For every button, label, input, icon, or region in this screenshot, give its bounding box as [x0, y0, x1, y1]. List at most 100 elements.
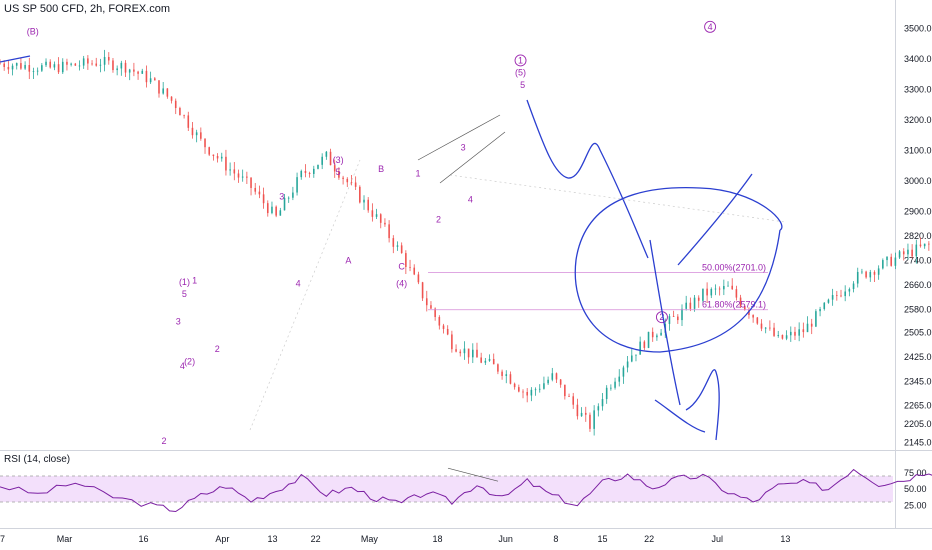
candle-body	[894, 257, 897, 266]
candle-body	[865, 271, 867, 278]
price-tick-label: 3100.0	[904, 146, 932, 156]
candle-body	[697, 297, 700, 301]
candle-body	[718, 288, 721, 290]
candle-body	[915, 244, 918, 257]
candle-body	[216, 156, 219, 159]
candle-body	[564, 384, 566, 397]
candle-body	[246, 176, 248, 178]
candle-body	[752, 315, 754, 318]
wave-label: 1	[416, 169, 421, 179]
price-tick-label: 3400.0	[904, 54, 932, 64]
fib-level-label: 50.00%(2701.0)	[702, 262, 766, 272]
candle-body	[815, 311, 817, 327]
candle-body	[572, 396, 575, 405]
candle-body	[714, 288, 717, 290]
candle-body	[49, 61, 52, 68]
candle-body	[233, 169, 236, 174]
candle-body	[735, 289, 738, 298]
candle-body	[128, 69, 131, 73]
candle-body	[204, 138, 206, 148]
time-tick-label: 15	[597, 534, 607, 544]
time-tick-label: 13	[780, 534, 790, 544]
candle-body	[547, 379, 549, 384]
candle-body	[388, 224, 390, 239]
time-tick-label: 22	[644, 534, 654, 544]
candle-body	[618, 376, 621, 382]
candle-body	[329, 151, 332, 166]
candle-body	[371, 210, 374, 217]
price-tick-label: 3000.0	[904, 176, 932, 186]
price-tick-label: 2145.0	[904, 437, 932, 447]
candle-body	[149, 78, 152, 83]
time-tick-label: May	[361, 534, 379, 544]
wave-label: (1)	[179, 277, 190, 287]
wave-label: 1	[192, 275, 197, 285]
candle-body	[405, 253, 407, 267]
candle-body	[743, 306, 746, 310]
price-tick-label: 2425.0	[904, 352, 932, 362]
guide-line	[249, 159, 361, 431]
candle-body	[844, 291, 846, 297]
candle-body	[923, 243, 926, 247]
candle-body	[57, 64, 60, 73]
candle-body	[463, 348, 466, 354]
candle-body	[61, 61, 64, 73]
candle-body	[610, 387, 612, 389]
time-tick-label: 18	[433, 534, 443, 544]
candle-body	[630, 355, 633, 362]
candle-body	[526, 391, 528, 396]
wave-label: 2	[161, 436, 166, 446]
candle-body	[41, 65, 43, 71]
candle-body	[45, 61, 47, 66]
candle-body	[656, 335, 658, 338]
price-tick-label: 2580.0	[904, 304, 932, 314]
candle-body	[296, 177, 298, 193]
candle-body	[476, 349, 478, 358]
candle-body	[266, 203, 269, 214]
candle-body	[852, 283, 855, 290]
wave-label: 5	[336, 167, 341, 177]
wave-label: C	[398, 262, 405, 272]
candle-body	[421, 282, 424, 299]
candle-body	[534, 389, 537, 391]
candle-body	[576, 404, 579, 417]
candle-body	[723, 286, 725, 290]
circled-wave-marker	[704, 20, 717, 33]
candle-body	[350, 182, 353, 184]
candle-body	[513, 383, 516, 388]
candle-body	[877, 268, 880, 275]
candle-body	[208, 147, 211, 155]
candle-body	[769, 327, 771, 329]
time-tick-label: 17	[0, 534, 5, 544]
candle-body	[773, 327, 775, 336]
candle-body	[643, 341, 646, 348]
candle-body	[74, 63, 77, 66]
price-tick-label: 3200.0	[904, 115, 932, 125]
candle-body	[99, 64, 102, 66]
candle-body	[756, 317, 759, 324]
price-tick-label: 2660.0	[904, 280, 932, 290]
time-tick-label: Jul	[712, 534, 724, 544]
wave-label: 3	[279, 191, 284, 201]
candle-body	[806, 323, 809, 333]
candle-body	[639, 341, 641, 355]
time-tick-label: 22	[311, 534, 321, 544]
circled-wave-label: 2	[659, 312, 664, 322]
candle-body	[283, 197, 286, 211]
candle-body	[15, 63, 18, 66]
candle-body	[827, 299, 830, 303]
projection-curve	[649, 239, 681, 406]
candle-body	[710, 288, 713, 296]
candle-body	[359, 186, 361, 203]
candle-body	[158, 80, 160, 94]
fib-level-label: 61.80%(2579.1)	[702, 300, 766, 310]
candle-body	[241, 176, 244, 178]
projection-curve	[685, 369, 720, 441]
candle-body	[794, 331, 796, 336]
candle-body	[668, 316, 671, 324]
candle-body	[819, 309, 821, 312]
candle-body	[313, 168, 315, 174]
candle-body	[798, 329, 800, 336]
candle-body	[622, 367, 625, 377]
